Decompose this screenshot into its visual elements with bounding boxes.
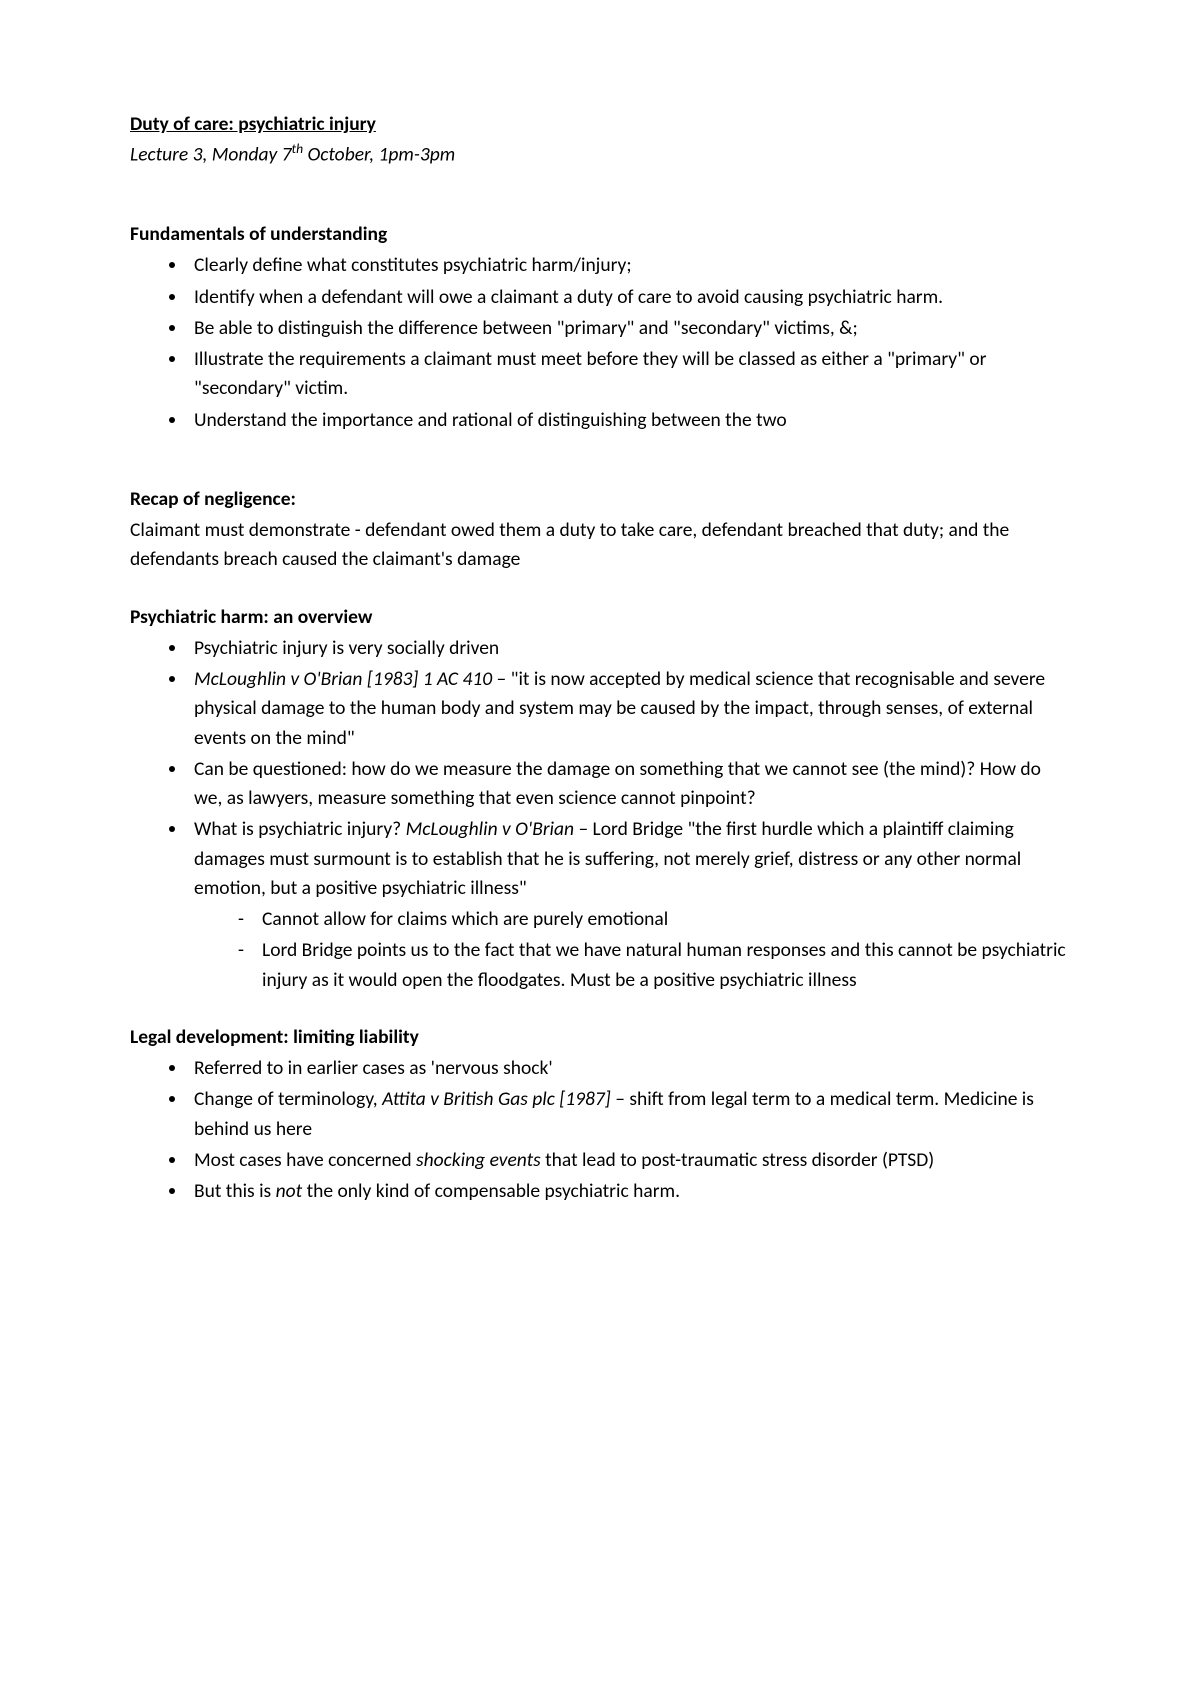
list-item-text: the only kind of compensable psychiatric… xyxy=(302,1179,680,1203)
case-citation: Attita v British Gas plc [1987] xyxy=(382,1087,611,1111)
list-item-text: What is psychiatric injury? xyxy=(194,817,406,841)
subtitle-suffix: October, 1pm-3pm xyxy=(303,143,455,167)
list-item: Psychiatric injury is very socially driv… xyxy=(188,634,1070,663)
emphasis: not xyxy=(276,1179,303,1203)
section-heading-recap: Recap of negligence: xyxy=(130,485,1070,514)
list-item: Identify when a defendant will owe a cla… xyxy=(188,283,1070,312)
page-title: Duty of care: psychiatric injury xyxy=(130,110,1070,139)
list-item: But this is not the only kind of compens… xyxy=(188,1177,1070,1206)
fundamentals-list: Clearly define what constitutes psychiat… xyxy=(130,251,1070,435)
case-citation: McLoughlin v O'Brian [1983] 1 AC 410 xyxy=(194,667,492,691)
list-item: Illustrate the requirements a claimant m… xyxy=(188,345,1070,404)
case-citation: McLoughlin v O'Brian xyxy=(406,817,574,841)
section-heading-legaldev: Legal development: limiting liability xyxy=(130,1023,1070,1052)
list-item: Referred to in earlier cases as 'nervous… xyxy=(188,1054,1070,1083)
document-page: Duty of care: psychiatric injury Lecture… xyxy=(0,0,1200,1698)
list-item: Change of terminology, Attita v British … xyxy=(188,1085,1070,1144)
lecture-subtitle: Lecture 3, Monday 7th October, 1pm-3pm xyxy=(130,139,1070,170)
list-item: McLoughlin v O'Brian [1983] 1 AC 410 – "… xyxy=(188,665,1070,753)
list-item-text: Change of terminology, xyxy=(194,1087,382,1111)
list-item-text: But this is xyxy=(194,1179,276,1203)
subtitle-prefix: Lecture 3, Monday 7 xyxy=(130,143,292,167)
section-heading-fundamentals: Fundamentals of understanding xyxy=(130,220,1070,249)
sublist-item: Lord Bridge points us to the fact that w… xyxy=(238,936,1070,995)
list-item: Most cases have concerned shocking event… xyxy=(188,1146,1070,1175)
legaldev-list: Referred to in earlier cases as 'nervous… xyxy=(130,1054,1070,1206)
overview-list: Psychiatric injury is very socially driv… xyxy=(130,634,1070,995)
recap-body: Claimant must demonstrate - defendant ow… xyxy=(130,516,1070,575)
list-item: What is psychiatric injury? McLoughlin v… xyxy=(188,815,1070,995)
overview-sublist: Cannot allow for claims which are purely… xyxy=(194,905,1070,995)
list-item: Clearly define what constitutes psychiat… xyxy=(188,251,1070,280)
list-item-text: that lead to post-traumatic stress disor… xyxy=(541,1148,934,1172)
subtitle-ordinal: th xyxy=(292,140,304,157)
list-item: Understand the importance and rational o… xyxy=(188,406,1070,435)
list-item: Can be questioned: how do we measure the… xyxy=(188,755,1070,814)
emphasis: shocking events xyxy=(416,1148,541,1172)
list-item-text: Most cases have concerned xyxy=(194,1148,416,1172)
list-item: Be able to distinguish the difference be… xyxy=(188,314,1070,343)
section-heading-overview: Psychiatric harm: an overview xyxy=(130,603,1070,632)
sublist-item: Cannot allow for claims which are purely… xyxy=(238,905,1070,934)
